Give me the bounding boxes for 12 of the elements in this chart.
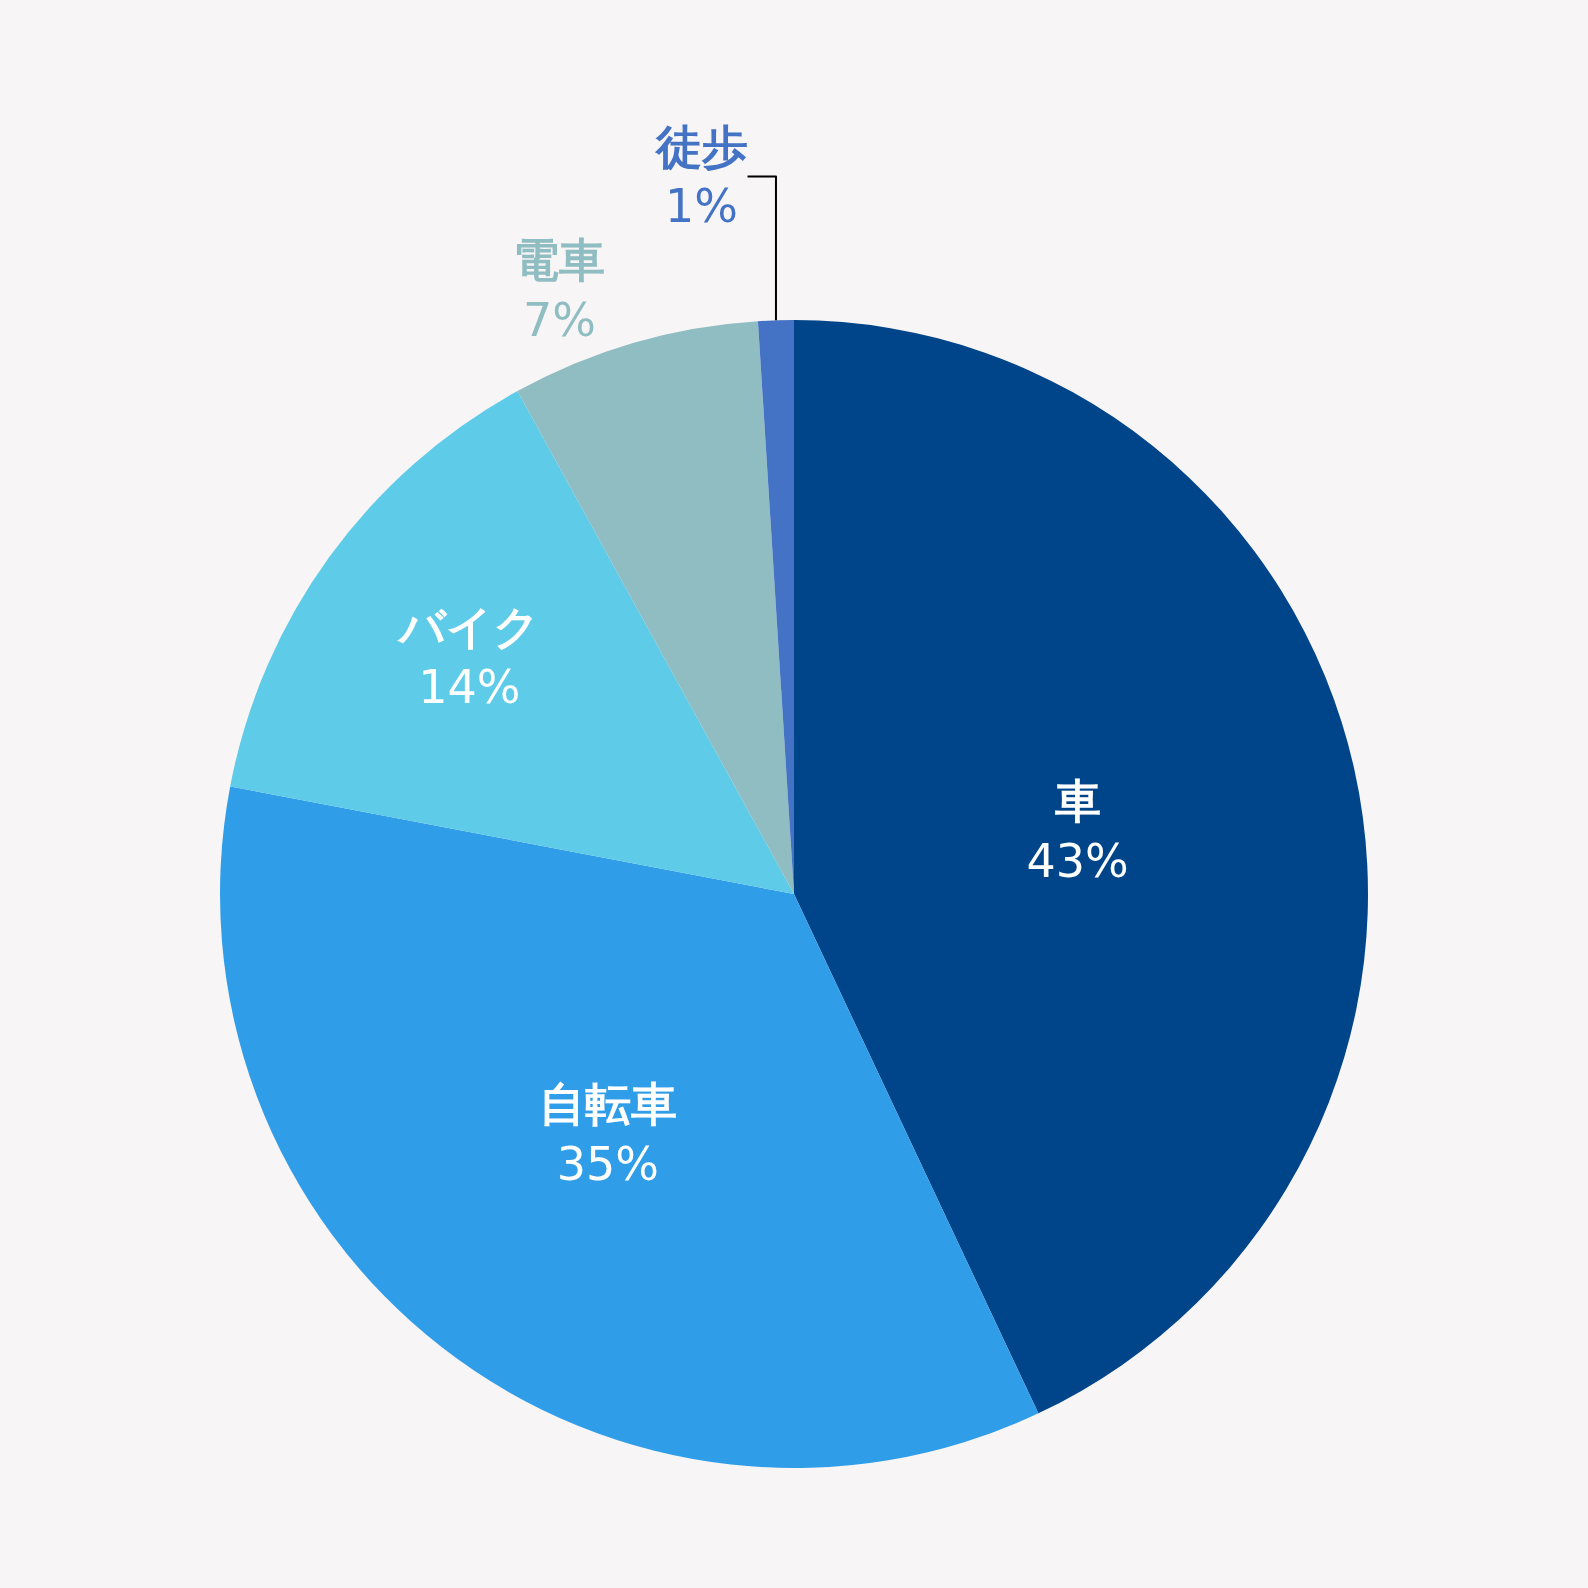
pie-slice (794, 320, 1368, 1414)
data-label: 1% (665, 179, 739, 234)
slice-label: 車 (1053, 773, 1101, 828)
data-label: 43% (1026, 833, 1129, 888)
data-label: 7% (522, 293, 596, 348)
slice-label: 自転車 (538, 1076, 677, 1131)
slice-label: 電車 (513, 233, 606, 288)
pie-slice (230, 391, 794, 894)
data-label: 35% (556, 1136, 660, 1191)
data-label: 14% (418, 660, 521, 715)
slice-label: 徒歩 (653, 119, 748, 174)
slice-label: バイク (396, 600, 540, 655)
